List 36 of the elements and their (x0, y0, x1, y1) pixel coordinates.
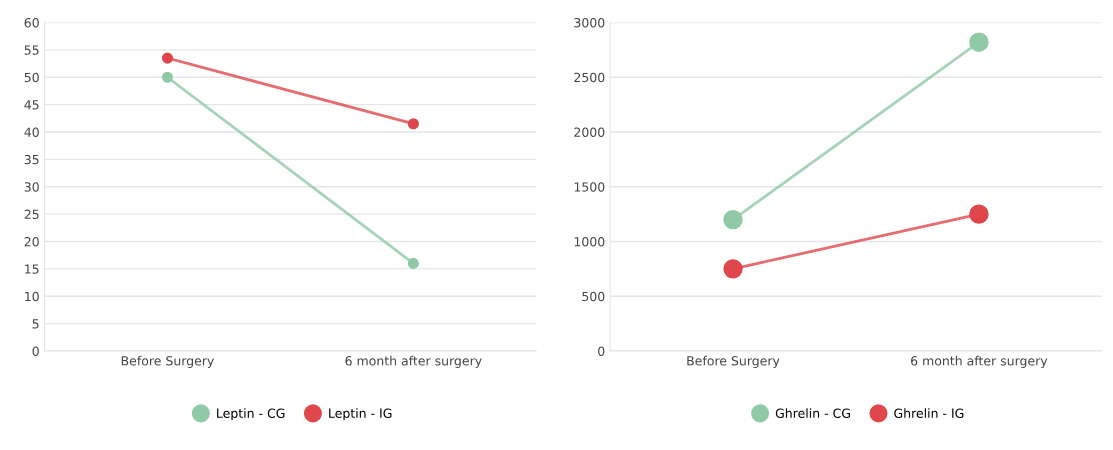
point (407, 257, 419, 269)
point (161, 52, 174, 64)
y-tick-label: 1500 (574, 182, 605, 192)
y-tick-label: 2500 (574, 72, 605, 83)
legend-label: Leptin - CG (217, 408, 285, 421)
y-tick-label: 0 (32, 346, 39, 356)
y-tick-label: 0 (598, 346, 605, 356)
y-tick-label: 35 (24, 154, 39, 165)
y-tick-label: 25 (24, 209, 39, 220)
y-tick-label: 30 (24, 182, 39, 192)
y-tick-label: 10 (25, 291, 39, 302)
point (969, 204, 989, 224)
point (723, 209, 743, 230)
y-tick-label: 45 (24, 100, 39, 110)
y-tick-label: 55 (24, 45, 39, 55)
y-tick-label: 5 (32, 319, 39, 329)
point (969, 32, 989, 52)
y-tick-label: 20 (24, 236, 39, 247)
y-tick-label: 1000 (574, 236, 605, 247)
legend-label: Leptin - IG (329, 408, 392, 421)
legend-label: Ghrelin - IG (894, 408, 964, 418)
x-tick-label: 6 month after surgery (345, 355, 482, 368)
point (407, 118, 419, 130)
y-tick-label: 50 (24, 72, 39, 83)
y-tick-label: 40 (24, 127, 39, 137)
y-tick-label: 15 (25, 264, 39, 274)
point (161, 71, 174, 83)
x-tick-label: Before Surgery (121, 355, 214, 368)
y-tick-label: 3000 (574, 17, 605, 28)
x-tick-label: 6 month after surgery (911, 355, 1048, 368)
legend-label: Ghrelin - CG (775, 408, 850, 418)
point (723, 259, 743, 279)
y-tick-label: 2000 (574, 127, 605, 137)
y-tick-label: 60 (24, 17, 39, 28)
y-tick-label: 500 (582, 291, 605, 302)
x-tick-label: Before Surgery (687, 355, 780, 368)
